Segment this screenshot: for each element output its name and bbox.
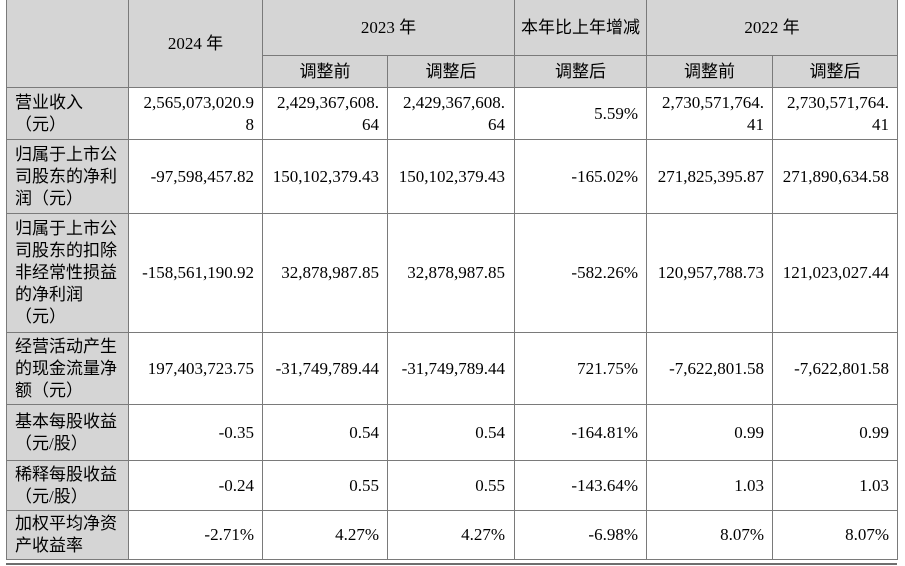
header-2022-adj-after: 调整后 [772, 55, 898, 88]
value-2022-before: -7,622,801.58 [646, 332, 773, 405]
value-change: -6.98% [514, 510, 647, 560]
table-row: 经营活动产生的现金流量净额（元） 197,403,723.75 -31,749,… [6, 332, 898, 405]
value-2023-after: 32,878,987.85 [387, 213, 515, 333]
row-label: 营业收入（元） [6, 87, 129, 140]
value-2023-after: 2,429,367,608.64 [387, 87, 515, 140]
table-row: 稀释每股收益（元/股） -0.24 0.55 0.55 -143.64% 1.0… [6, 460, 898, 511]
value-2023-after: -31,749,789.44 [387, 332, 515, 405]
value-2022-after: -7,622,801.58 [772, 332, 898, 405]
row-label: 稀释每股收益（元/股） [6, 460, 129, 511]
row-label: 加权平均净资产收益率 [6, 510, 129, 560]
value-2022-after: 0.99 [772, 404, 898, 461]
value-2024: 2,565,073,020.98 [128, 87, 263, 140]
row-label: 基本每股收益（元/股） [6, 404, 129, 461]
table-row: 归属于上市公司股东的净利润（元） -97,598,457.82 150,102,… [6, 139, 898, 214]
header-year-2024: 2024 年 [128, 0, 263, 88]
value-2023-after: 0.54 [387, 404, 515, 461]
value-change: -143.64% [514, 460, 647, 511]
value-2022-after: 271,890,634.58 [772, 139, 898, 214]
value-2023-after: 0.55 [387, 460, 515, 511]
value-2023-before: 150,102,379.43 [262, 139, 388, 214]
value-2022-before: 1.03 [646, 460, 773, 511]
header-year-2023: 2023 年 [262, 0, 515, 56]
value-2023-before: 0.55 [262, 460, 388, 511]
table-row: 基本每股收益（元/股） -0.35 0.54 0.54 -164.81% 0.9… [6, 404, 898, 461]
row-label: 归属于上市公司股东的净利润（元） [6, 139, 129, 214]
value-2023-before: -31,749,789.44 [262, 332, 388, 405]
value-change: 721.75% [514, 332, 647, 405]
value-change: 5.59% [514, 87, 647, 140]
value-change: -165.02% [514, 139, 647, 214]
header-corner-cell [6, 0, 129, 88]
value-2023-before: 4.27% [262, 510, 388, 560]
value-2023-before: 0.54 [262, 404, 388, 461]
value-2024: -2.71% [128, 510, 263, 560]
table-row: 加权平均净资产收益率 -2.71% 4.27% 4.27% -6.98% 8.0… [6, 510, 898, 560]
value-2024: -0.24 [128, 460, 263, 511]
value-2022-before: 120,957,788.73 [646, 213, 773, 333]
header-row-adjustments: 调整前 调整后 调整后 调整前 调整后 [7, 55, 898, 88]
header-2023-adj-after: 调整后 [387, 55, 515, 88]
value-change: -582.26% [514, 213, 647, 333]
value-2024: -158,561,190.92 [128, 213, 263, 333]
value-2024: -0.35 [128, 404, 263, 461]
value-2022-after: 8.07% [772, 510, 898, 560]
header-change-adj-after: 调整后 [514, 55, 647, 88]
value-2022-after: 1.03 [772, 460, 898, 511]
table-row: 归属于上市公司股东的扣除非经常性损益的净利润（元） -158,561,190.9… [6, 213, 898, 333]
header-row-years: 2024 年 2023 年 本年比上年增减 2022 年 [6, 0, 898, 88]
value-2022-after: 121,023,027.44 [772, 213, 898, 333]
value-2022-before: 271,825,395.87 [646, 139, 773, 214]
value-2022-before: 8.07% [646, 510, 773, 560]
header-change-yoy: 本年比上年增减 [514, 0, 647, 56]
value-2024: 197,403,723.75 [128, 332, 263, 405]
header-2023-adj-before: 调整前 [262, 55, 388, 88]
row-label: 经营活动产生的现金流量净额（元） [6, 332, 129, 405]
value-2024: -97,598,457.82 [128, 139, 263, 214]
value-2022-after: 2,730,571,764.41 [772, 87, 898, 140]
financial-summary-table: 2024 年 2023 年 本年比上年增减 2022 年 调整前 调整后 调整后… [6, 0, 898, 560]
value-2023-before: 32,878,987.85 [262, 213, 388, 333]
row-label: 归属于上市公司股东的扣除非经常性损益的净利润（元） [6, 213, 129, 333]
table-row: 营业收入（元） 2,565,073,020.98 2,429,367,608.6… [6, 87, 898, 140]
next-row-top-border [6, 563, 897, 565]
value-2022-before: 0.99 [646, 404, 773, 461]
value-change: -164.81% [514, 404, 647, 461]
value-2023-after: 4.27% [387, 510, 515, 560]
header-2022-adj-before: 调整前 [646, 55, 773, 88]
header-year-2022: 2022 年 [646, 0, 898, 56]
value-2023-after: 150,102,379.43 [387, 139, 515, 214]
value-2022-before: 2,730,571,764.41 [646, 87, 773, 140]
value-2023-before: 2,429,367,608.64 [262, 87, 388, 140]
